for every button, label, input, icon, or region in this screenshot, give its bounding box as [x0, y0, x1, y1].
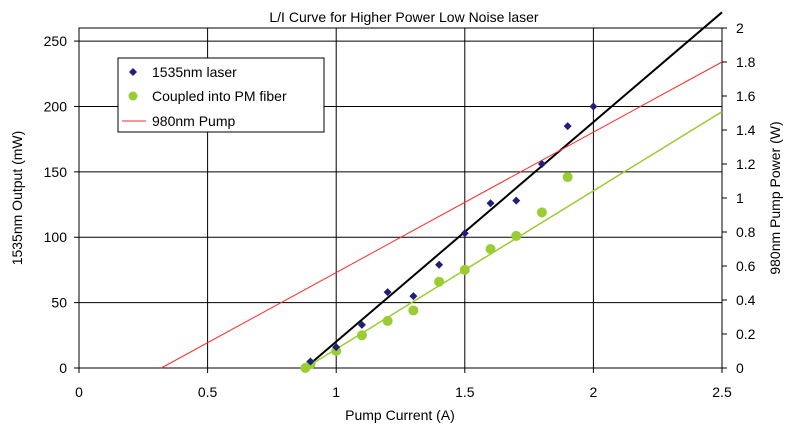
y-axis-right: 0 0.2 0.4 0.6 0.8 1 1.2 1.4 1.6 1.8 2	[722, 20, 756, 376]
y-tick-label: 0	[59, 360, 67, 376]
legend-circle-marker	[128, 91, 138, 101]
y-axis-left: 0 50 100 150 200 250	[44, 33, 79, 376]
legend-item-1535nm-laser: 1535nm laser	[129, 64, 237, 80]
data-point-laser	[486, 199, 495, 208]
data-point-laser	[383, 288, 392, 297]
x-tick-label: 0	[75, 384, 83, 400]
legend: 1535nm laser Coupled into PM fiber 980nm…	[117, 57, 325, 133]
y2-tick-label: 0.2	[736, 326, 756, 342]
x-tick-label: 1	[332, 384, 340, 400]
legend-label: 1535nm laser	[152, 64, 237, 80]
y2-axis-title: 980nm Pump Power (W)	[767, 121, 783, 274]
y-tick-label: 200	[44, 98, 68, 114]
y2-tick-label: 0.8	[736, 224, 756, 240]
x-tick-label: 2.5	[712, 384, 732, 400]
data-point-coupled	[459, 264, 470, 275]
y-tick-label: 150	[44, 164, 68, 180]
x-tick-label: 0.5	[198, 384, 218, 400]
data-point-coupled	[382, 315, 393, 326]
pump-power-line	[161, 61, 723, 369]
data-point-laser	[409, 292, 418, 301]
legend-label: Coupled into PM fiber	[152, 88, 287, 104]
y2-tick-label: 0.6	[736, 258, 756, 274]
data-point-coupled	[511, 230, 522, 241]
y2-tick-label: 1.8	[736, 54, 756, 70]
x-tick-label: 2	[590, 384, 598, 400]
y-axis-title: 1535nm Output (mW)	[9, 131, 25, 266]
data-points	[300, 102, 598, 373]
x-axis: 0 0.5 1 1.5 2 2.5	[75, 368, 732, 400]
data-point-laser	[306, 357, 315, 366]
y2-tick-label: 1	[736, 190, 744, 206]
y2-tick-label: 2	[736, 20, 744, 36]
chart-title: L/I Curve for Higher Power Low Noise las…	[269, 9, 539, 25]
y-tick-label: 100	[44, 229, 68, 245]
y2-tick-label: 0	[736, 360, 744, 376]
trendline	[304, 11, 723, 369]
data-point-laser	[435, 260, 444, 269]
data-point-coupled	[434, 276, 445, 287]
x-axis-title: Pump Current (A)	[345, 407, 455, 423]
legend-diamond-marker	[129, 68, 137, 76]
y2-tick-label: 1.6	[736, 88, 756, 104]
data-point-coupled	[356, 330, 367, 341]
data-point-coupled	[562, 172, 573, 183]
data-point-coupled	[536, 207, 547, 218]
y2-tick-label: 1.4	[736, 122, 756, 138]
data-point-laser	[332, 343, 341, 352]
data-point-coupled	[408, 305, 419, 316]
data-point-coupled	[485, 244, 496, 254]
x-tick-label: 1.5	[455, 384, 475, 400]
legend-item-980nm-pump: 980nm Pump	[122, 113, 235, 129]
data-point-laser	[357, 320, 366, 329]
legend-item-coupled-into-pm-fiber: Coupled into PM fiber	[128, 88, 287, 104]
data-point-laser	[460, 229, 469, 238]
legend-label: 980nm Pump	[152, 113, 235, 129]
data-point-laser	[589, 102, 598, 111]
data-point-laser	[563, 122, 572, 131]
y2-tick-label: 0.4	[736, 292, 756, 308]
legend-box	[117, 57, 325, 133]
y2-tick-label: 1.2	[736, 156, 756, 172]
y-tick-label: 50	[51, 295, 67, 311]
y-tick-label: 250	[44, 33, 68, 49]
data-point-laser	[512, 196, 521, 205]
data-point-laser	[537, 160, 546, 168]
